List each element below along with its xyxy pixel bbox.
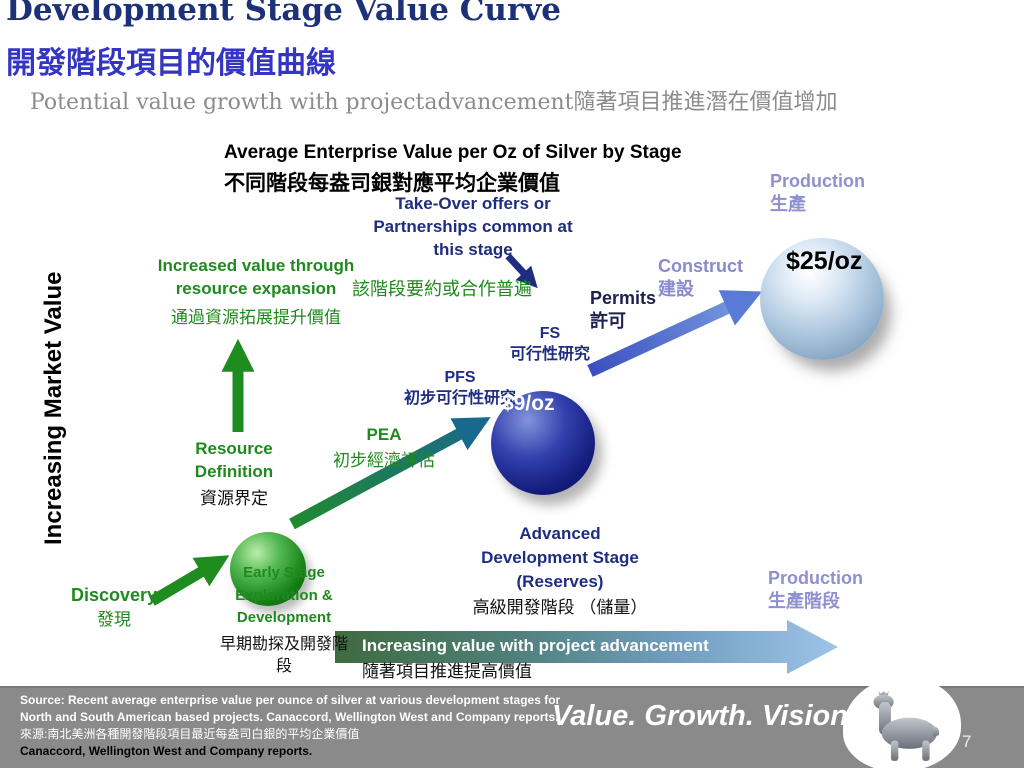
label-increased-value: Increased value through resource expansi… bbox=[138, 255, 374, 329]
slide-title-en: Development Stage Value Curve bbox=[6, 0, 562, 28]
label-production-bottom-en: Production bbox=[768, 568, 863, 588]
label-fs-en: FS bbox=[539, 325, 561, 342]
label-fs-zh: 可行性研究 bbox=[509, 345, 590, 363]
bottom-arrow-label-zh: 隨著項目推進提高價值 bbox=[362, 662, 532, 681]
label-permits-en: Permits bbox=[590, 288, 657, 308]
label-discovery-zh: 發現 bbox=[97, 610, 131, 630]
label-discovery-en: Discovery bbox=[70, 585, 158, 605]
footer-source-line1: Source: Recent average enterprise value … bbox=[20, 693, 561, 707]
label-pfs-zh: 初步可行性研究 bbox=[403, 389, 516, 407]
label-pea-zh: 初步經濟評估 bbox=[333, 451, 435, 471]
chart-title-zh: 不同階段每盎司銀對應平均企業價值 bbox=[224, 172, 560, 195]
label-advanced-stage: Advanced Development Stage (Reserves) 高級… bbox=[458, 522, 662, 619]
bottom-arrow-label-en: Increasing value with project advancemen… bbox=[362, 636, 709, 655]
label-resource-definition-en: Resource Definition bbox=[194, 439, 274, 481]
label-resource-definition-zh: 資源界定 bbox=[200, 488, 268, 508]
label-construct-en: Construct bbox=[658, 256, 743, 276]
chart-title: Average Enterprise Value per Oz of Silve… bbox=[224, 142, 682, 197]
advanced-stage-sphere bbox=[491, 391, 595, 495]
production-stage-sphere bbox=[760, 238, 884, 360]
label-production-bottom: Production 生產階段 bbox=[768, 567, 863, 614]
llama-logo-icon bbox=[873, 690, 940, 761]
label-construct: Construct 建設 bbox=[658, 255, 743, 302]
label-takeover-zh: 該階段要約或合作普遍 bbox=[352, 279, 532, 299]
label-resource-definition: Resource Definition 資源界定 bbox=[183, 438, 285, 510]
label-production-top: Production 生產 bbox=[770, 170, 865, 217]
value-9oz: $9/oz bbox=[502, 392, 555, 415]
footer-bar: Source: Recent average enterprise value … bbox=[0, 678, 1024, 768]
label-increased-value-zh: 通過資源拓展提升價值 bbox=[171, 307, 341, 327]
y-axis-label: Increasing Market Value bbox=[40, 271, 67, 545]
label-pea: PEA 初步經濟評估 bbox=[326, 424, 442, 472]
label-production-bottom-zh: 生產階段 bbox=[768, 591, 840, 612]
label-pfs: PFS 初步可行性研究 bbox=[398, 368, 522, 410]
slide-subtitle: Potential value growth with projectadvan… bbox=[30, 90, 838, 115]
label-pea-en: PEA bbox=[366, 425, 402, 444]
footer-source-credit: Canaccord, Wellington West and Company r… bbox=[20, 744, 313, 758]
label-increased-value-en: Increased value through resource expansi… bbox=[157, 256, 355, 298]
footer-source-zh: 來源:南北美洲各種開發階段項目最近每盎司白銀的平均企業價值 bbox=[20, 727, 360, 741]
label-advanced-stage-zh: 高級開發階段 （儲量） bbox=[472, 598, 648, 618]
label-takeover: Take-Over offers or Partnerships common … bbox=[373, 194, 573, 259]
value-25oz: $25/oz bbox=[786, 247, 863, 275]
footer-source-line2: North and South American based projects.… bbox=[20, 710, 559, 724]
label-fs: FS 可行性研究 bbox=[494, 324, 606, 366]
chart-title-en: Average Enterprise Value per Oz of Silve… bbox=[224, 142, 682, 163]
label-early-stage: Early Stage Exploration & Development 早期… bbox=[218, 562, 350, 678]
footer-source: Source: Recent average enterprise value … bbox=[20, 692, 560, 760]
slide-title-zh: 開發階段項目的價值曲線 bbox=[6, 47, 336, 80]
logo-blob bbox=[843, 678, 961, 768]
footer-tagline: Value. Growth. Vision bbox=[552, 700, 848, 732]
page-number: 7 bbox=[962, 732, 972, 751]
label-pfs-en: PFS bbox=[444, 369, 476, 386]
label-construct-zh: 建設 bbox=[658, 279, 694, 300]
label-discovery: Discovery 發現 bbox=[60, 584, 168, 631]
label-early-stage-en: Early Stage Exploration & Development bbox=[235, 564, 333, 626]
label-production-top-zh: 生產 bbox=[770, 194, 806, 215]
label-early-stage-zh: 早期勘探及開發階段 bbox=[219, 635, 348, 675]
label-production-top-en: Production bbox=[770, 171, 865, 191]
label-advanced-stage-en: Advanced Development Stage (Reserves) bbox=[481, 524, 639, 591]
early-stage-sphere bbox=[230, 532, 306, 606]
